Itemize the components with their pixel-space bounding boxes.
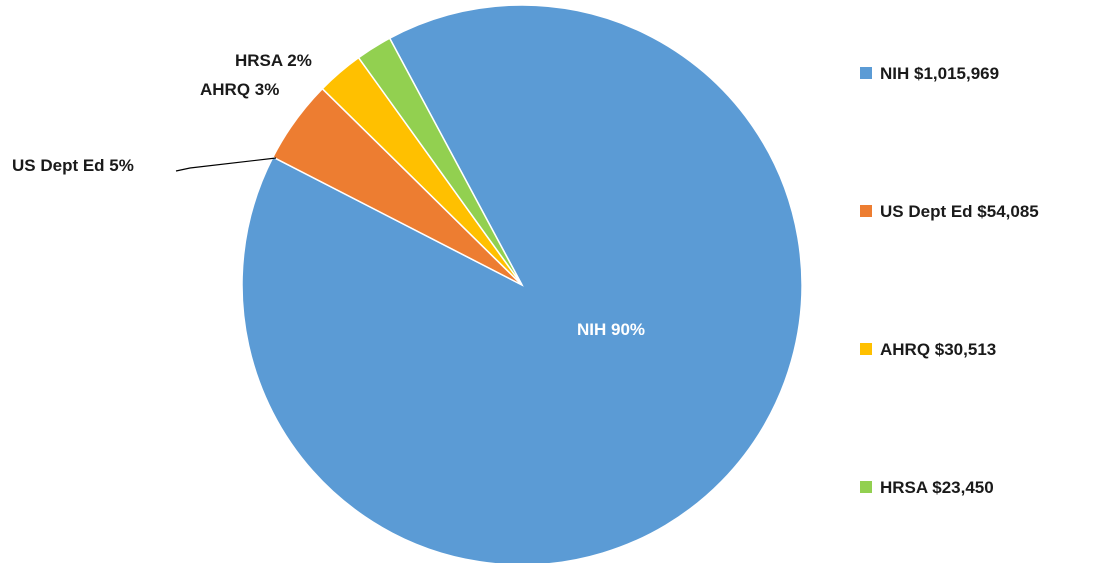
slice-label-us-dept-ed: US Dept Ed 5% [12,156,134,175]
legend-label-hrsa: HRSA $23,450 [880,478,994,497]
slice-label-ahrq: AHRQ 3% [200,80,279,99]
legend-label-us-dept-ed: US Dept Ed $54,085 [880,202,1039,221]
legend: NIH $1,015,969 US Dept Ed $54,085 AHRQ $30… [860,64,1039,497]
leader-lines [175,157,277,172]
legend-swatch-us-dept-ed [860,205,872,217]
legend-swatch-ahrq [860,343,872,355]
slice-labels: NIH 90% US Dept Ed 5% AHRQ 3% HRSA 2% [12,51,645,339]
slice-label-hrsa: HRSA 2% [235,51,312,70]
legend-swatch-nih [860,67,872,79]
slice-label-nih: NIH 90% [577,320,645,339]
legend-swatch-hrsa [860,481,872,493]
legend-label-nih: NIH $1,015,969 [880,64,999,83]
pie-slice-hrsa [357,37,523,286]
leader-line-us-dept-ed [175,157,277,172]
legend-label-ahrq: AHRQ $30,513 [880,340,996,359]
pie-slices [241,4,803,563]
